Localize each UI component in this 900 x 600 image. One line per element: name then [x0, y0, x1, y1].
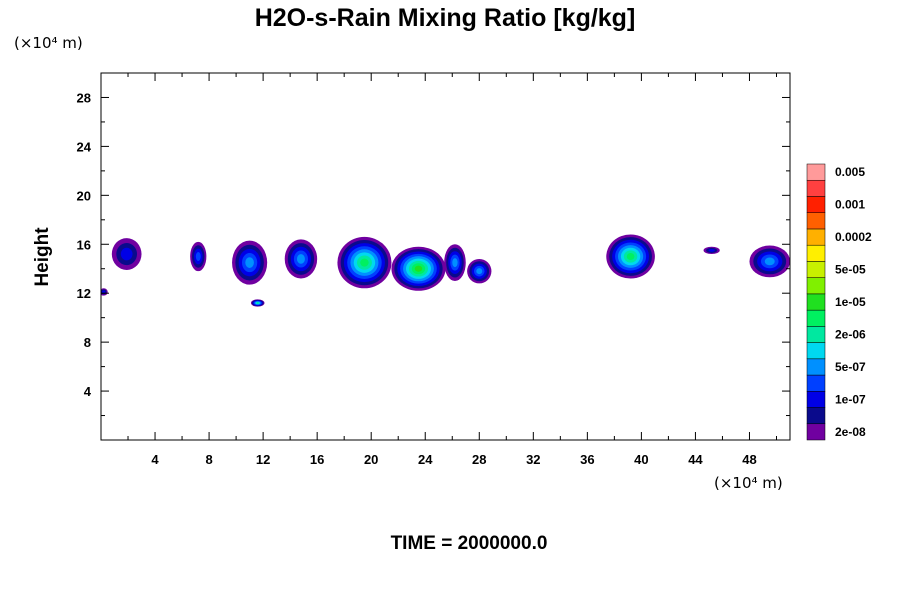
- rain-cell-1-level-2: [102, 290, 106, 294]
- colorbar: 2e-08 1e-07 5e-07 2e-06 1e-05 5e-05 0.0002 0.00…: [806, 163, 872, 441]
- y-axis-unit: (×10⁴ m): [14, 34, 83, 52]
- rain-cell-2-level-3: [195, 252, 201, 261]
- colorbar-swatch: [806, 293, 826, 311]
- colorbar-swatch: [806, 261, 826, 278]
- x-tick-label: 28: [472, 452, 486, 467]
- colorbar-label: 5e-07: [835, 360, 866, 374]
- y-tick-label: 20: [77, 188, 91, 203]
- colorbar-swatch: [806, 374, 826, 392]
- x-tick-label: 36: [580, 452, 594, 467]
- colorbar-label: 1e-07: [835, 392, 866, 406]
- rain-cell-3-level-4: [245, 257, 254, 269]
- colorbar-swatch: [806, 326, 826, 343]
- time-footer: TIME = 2000000.0: [391, 533, 548, 554]
- x-tick-label: 44: [688, 452, 703, 467]
- y-tick-label: 24: [77, 139, 92, 154]
- x-tick-label: 20: [364, 452, 378, 467]
- rain-cell-6-level-7: [360, 258, 369, 267]
- colorbar-label: 0.001: [835, 198, 865, 212]
- x-tick-label: 8: [205, 452, 212, 467]
- rain-cell-9-level-4: [476, 268, 483, 275]
- rain-cell-11-level-2: [708, 248, 715, 252]
- y-tick-label: 28: [77, 90, 91, 105]
- rain-cell-4-level-6: [256, 301, 259, 304]
- colorbar-swatch: [806, 423, 826, 441]
- colorbar-label: 5e-05: [835, 263, 866, 277]
- rain-cell-10-level-7: [626, 253, 635, 260]
- colorbar-swatch: [806, 277, 826, 295]
- x-tick-label: 4: [151, 452, 159, 467]
- rain-cell-8-level-4: [452, 258, 458, 268]
- rain-field: [101, 234, 790, 307]
- colorbar-swatch: [806, 179, 826, 197]
- rain-cell-12-level-4: [764, 257, 775, 266]
- colorbar-label: 1e-05: [835, 295, 866, 309]
- colorbar-swatch: [806, 244, 826, 262]
- y-tick-label: 4: [84, 384, 92, 399]
- colorbar-label: 2e-08: [835, 425, 866, 439]
- x-tick-label: 16: [310, 452, 324, 467]
- colorbar-swatch: [806, 196, 826, 213]
- colorbar-swatch: [806, 358, 826, 376]
- colorbar-label: 0.005: [835, 165, 865, 179]
- rain-cell-5-level-4: [296, 254, 305, 264]
- x-tick-label: 12: [256, 452, 270, 467]
- colorbar-swatch: [806, 212, 826, 230]
- chart-title: H2O-s-Rain Mixing Ratio [kg/kg]: [255, 4, 636, 32]
- colorbar-swatch: [806, 228, 826, 246]
- plot-frame: [100, 72, 791, 441]
- colorbar-label: 2e-06: [835, 327, 866, 341]
- x-tick-label: 24: [418, 452, 433, 467]
- colorbar-swatch: [806, 309, 826, 327]
- x-tick-label: 32: [526, 452, 540, 467]
- x-axis-unit: (×10⁴ m): [714, 474, 783, 492]
- y-tick-label: 16: [77, 237, 91, 252]
- x-tick-label: 40: [634, 452, 648, 467]
- rain-cell-7-level-8: [414, 265, 423, 272]
- colorbar-swatch: [806, 407, 826, 425]
- colorbar-swatch: [806, 163, 826, 181]
- x-tick-label: 48: [742, 452, 756, 467]
- y-tick-label: 8: [84, 335, 91, 350]
- colorbar-label: 0.0002: [835, 230, 872, 244]
- rain-cell-0-level-2: [120, 247, 133, 261]
- colorbar-swatch: [806, 391, 826, 408]
- colorbar-swatch: [806, 342, 826, 360]
- y-tick-label: 12: [77, 286, 91, 301]
- y-axis-label: Height: [32, 227, 53, 287]
